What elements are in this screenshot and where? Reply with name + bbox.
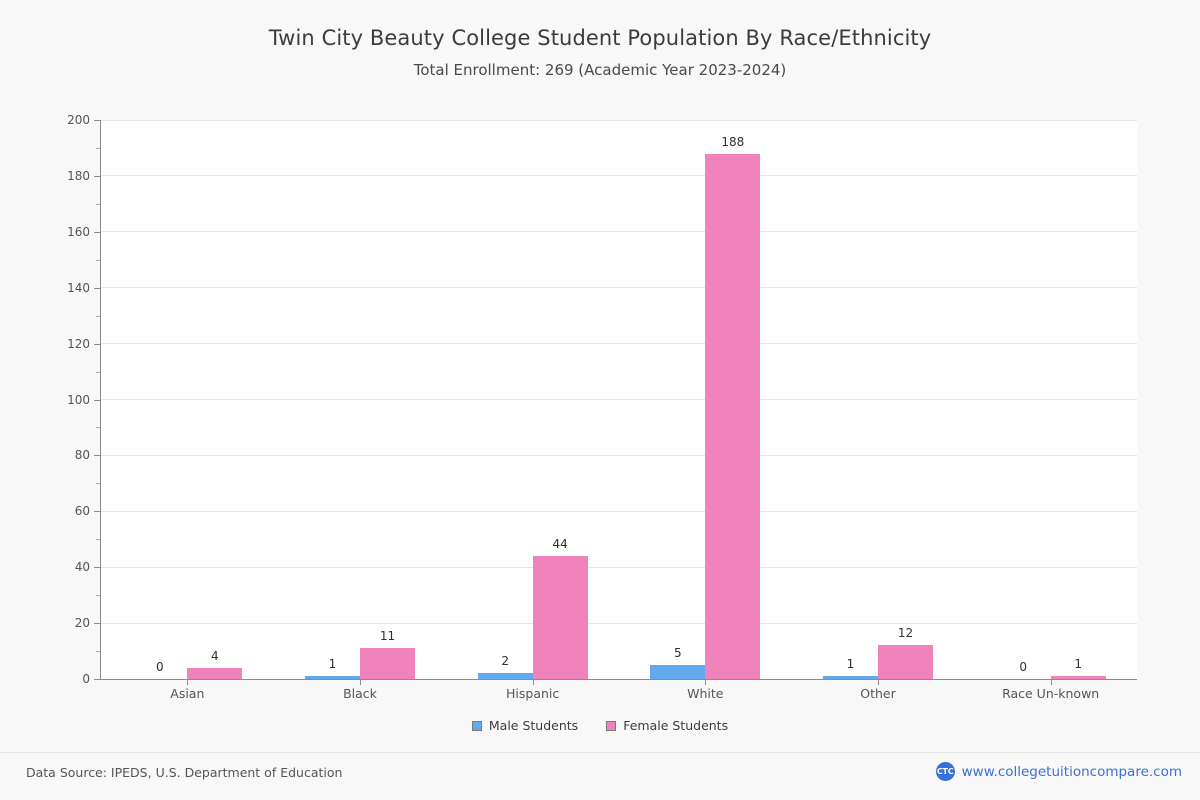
y-axis-tick-mark [94, 287, 100, 289]
y-axis-minor-tick-mark [96, 539, 100, 541]
gridline [101, 622, 1137, 624]
y-axis-tick-label: 120 [67, 336, 90, 351]
bar[interactable] [878, 645, 933, 679]
x-axis-tick-mark [532, 680, 534, 685]
y-axis-tick-label: 100 [67, 392, 90, 407]
x-axis-tick-label: Black [343, 686, 377, 701]
bar-value-label: 4 [211, 648, 219, 663]
y-axis-minor-tick-mark [96, 371, 100, 373]
bar-value-label: 1 [846, 657, 855, 672]
legend-item[interactable]: Male Students [471, 718, 579, 733]
bar[interactable] [705, 153, 761, 679]
website-url-link[interactable]: www.collegetuitioncompare.com [961, 763, 1182, 780]
y-axis-minor-tick-mark [96, 595, 100, 597]
legend-swatch-icon [471, 720, 482, 731]
bar[interactable] [477, 673, 533, 679]
y-axis-tick-label: 60 [74, 504, 90, 519]
bar[interactable] [823, 676, 878, 679]
bar-value-label: 44 [552, 537, 568, 552]
x-axis-tick-mark [360, 680, 361, 685]
x-axis-tick-mark [187, 680, 189, 685]
gridline [101, 399, 1137, 400]
data-source-note: Data Source: IPEDS, U.S. Department of E… [26, 765, 343, 780]
gridline [101, 119, 1137, 121]
bar[interactable] [305, 676, 360, 679]
gridline [101, 510, 1137, 512]
y-axis-tick-label: 200 [67, 113, 90, 127]
y-axis-tick-mark [94, 679, 100, 680]
x-axis-tick-mark [705, 680, 707, 685]
bar[interactable] [650, 665, 706, 679]
footer-divider [0, 752, 1200, 753]
bar-value-label: 1 [328, 657, 337, 672]
x-axis-tick-mark [878, 680, 879, 685]
page-title: Twin City Beauty College Student Populat… [268, 26, 932, 50]
legend-item[interactable]: Female Students [606, 718, 728, 733]
gridline [101, 231, 1137, 233]
y-axis-minor-tick-mark [96, 147, 100, 149]
bar-value-label: 0 [1019, 660, 1027, 674]
chart-legend: Male Students Female Students [0, 718, 1200, 733]
y-axis-minor-tick-mark [96, 259, 100, 261]
y-axis-tick-mark [94, 567, 100, 569]
legend-swatch-icon [606, 720, 617, 731]
x-axis-tick-label: Hispanic [506, 686, 560, 701]
y-axis-tick-label: 80 [74, 448, 90, 463]
gridline [101, 175, 1137, 177]
legend-label: Female Students [623, 718, 729, 733]
y-axis-tick-label: 40 [74, 560, 90, 575]
x-axis-tick-label: Asian [170, 686, 205, 701]
y-axis-tick-label: 140 [67, 280, 90, 295]
bar[interactable] [532, 556, 588, 679]
gridline [101, 454, 1137, 456]
y-axis-minor-tick-mark [96, 427, 100, 429]
y-axis-tick-mark [94, 120, 100, 121]
bar-value-label: 1 [1074, 657, 1082, 672]
legend-label: Male Students [488, 718, 579, 733]
y-axis-tick-label: 160 [67, 224, 90, 239]
bar-value-label: 5 [674, 646, 682, 661]
y-axis-tick-mark [94, 455, 100, 457]
chart-subtitle: Total Enrollment: 269 (Academic Year 202… [413, 61, 787, 79]
x-axis-tick-label: Other [860, 686, 896, 701]
y-axis-minor-tick-mark [96, 483, 100, 485]
gridline [101, 343, 1137, 345]
y-axis-tick-label: 0 [82, 672, 90, 686]
y-axis-tick-mark [94, 511, 100, 513]
y-axis-tick-mark [94, 343, 100, 345]
y-axis-minor-tick-mark [96, 651, 100, 653]
y-axis-tick-mark [94, 623, 100, 625]
x-axis-tick-mark [1050, 680, 1052, 685]
y-axis-tick-label: 20 [74, 616, 90, 631]
y-axis-tick-label: 180 [67, 168, 90, 183]
y-axis-tick-mark [94, 399, 100, 401]
bar-value-label: 11 [379, 629, 396, 644]
ctc-logo-icon: CTC [935, 762, 955, 781]
x-axis-tick-label: White [687, 686, 724, 701]
y-axis-minor-tick-mark [96, 203, 100, 205]
bar[interactable] [1050, 676, 1106, 679]
bar-value-label: 188 [721, 134, 745, 149]
bar-value-label: 2 [501, 654, 509, 669]
plot-area: 0 4 Asian 1 11 Black 2 44 Hispanic 5 188 White 1 12 Ot… [100, 119, 1137, 701]
x-axis-tick-label: Race Un-known [1002, 686, 1100, 701]
brand-link[interactable]: CTC www.collegetuitioncompare.com [935, 762, 1182, 781]
bar-value-label: 12 [897, 626, 914, 641]
bar-value-label: 0 [156, 660, 164, 674]
y-axis-tick-mark [94, 175, 100, 177]
gridline [101, 566, 1137, 568]
bar[interactable] [187, 667, 243, 679]
y-axis-tick-mark [94, 231, 100, 233]
gridline [101, 287, 1137, 289]
bar[interactable] [360, 648, 415, 679]
y-axis-minor-tick-mark [96, 315, 100, 317]
